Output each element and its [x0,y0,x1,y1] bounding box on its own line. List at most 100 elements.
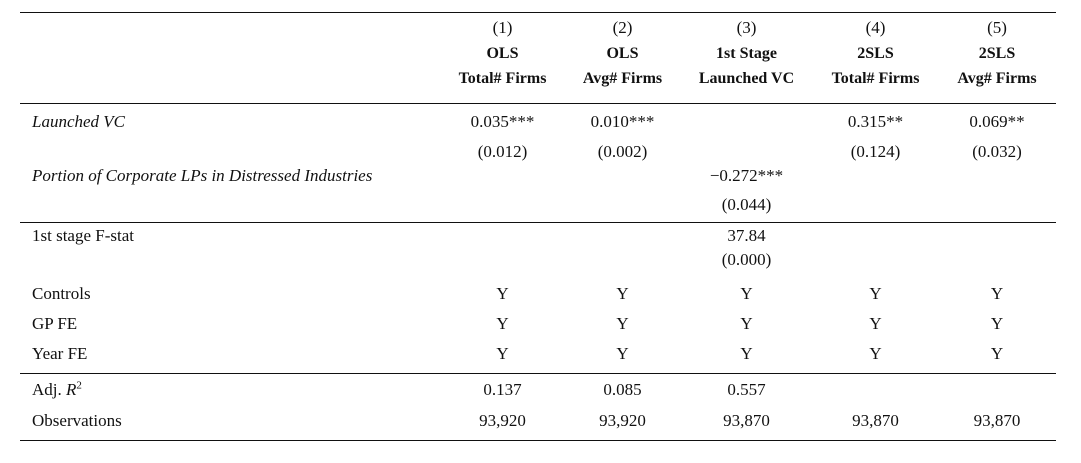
adj-r2-value [938,374,1056,406]
method-row: OLS OLS 1st Stage 2SLS 2SLS [20,43,1056,65]
launched-vc-coef-row: Launched VC 0.035*** 0.010*** 0.315** 0.… [20,104,1056,140]
standard-error [680,140,813,164]
gp-fe-row: GP FE Y Y Y Y Y [20,309,1056,339]
adj-r2-text: Adj. R [32,380,77,399]
fstat-value [565,223,680,249]
fe-indicator: Y [496,314,509,333]
adj-r2-value [813,374,938,406]
coefficient: 0.069** [969,112,1025,131]
column-dependent: Avg# Firms [582,70,663,87]
standard-error: (0.044) [721,195,772,214]
column-method: OLS [486,45,519,62]
fe-indicator: Y [990,284,1004,303]
fe-indicator: Y [616,314,629,333]
observations-value: 93,920 [599,411,646,430]
observations-value: 93,870 [723,411,770,430]
column-dependent: Total# Firms [831,70,920,87]
variable-label: Portion of Corporate LPs in Distressed I… [32,166,373,185]
fstat-pvalue [813,249,938,271]
launched-vc-se-row: (0.012) (0.002) (0.124) (0.032) [20,140,1056,164]
observations-label: Observations [32,411,122,430]
fstat-value: 37.84 [727,226,766,245]
standard-error: (0.002) [597,142,648,161]
fstat-value [813,223,938,249]
coefficient [813,164,938,188]
section-rule [20,222,1056,223]
coefficient [680,104,813,140]
coefficient: 0.010*** [590,112,655,131]
fstat-pvalue-row: (0.000) [20,249,1056,271]
coefficient: 0.315** [847,112,904,131]
standard-error [813,188,938,222]
fe-label: Year FE [32,344,88,363]
fe-indicator: Y [740,284,753,303]
adj-r2-value: 0.557 [727,380,766,399]
portion-se-row: (0.044) [20,188,1056,222]
standard-error: (0.032) [972,142,1022,161]
column-number: (4) [865,18,886,37]
bottom-rule [20,440,1056,441]
controls-row: Controls Y Y Y Y Y [20,279,1056,309]
header-table: (1) (2) (3) (4) (5) OLS OLS 1st Stage 2S… [20,13,1056,93]
column-dependent: Avg# Firms [957,70,1037,87]
adj-r2-value: 0.085 [603,380,642,399]
fe-indicator: Y [616,284,629,303]
header-rule [20,103,1056,104]
coefficient: 0.035*** [470,112,535,131]
fe-indicator: Y [869,284,882,303]
observations-row: Observations 93,920 93,920 93,870 93,870… [20,406,1056,436]
fe-label: Controls [32,284,91,303]
fe-indicator: Y [869,314,882,333]
observations-value: 93,870 [973,411,1021,430]
coefficient [938,164,1056,188]
adj-r2-label: Adj. R2 [20,374,440,406]
column-method: 2SLS [978,45,1016,62]
fstat-value [440,223,565,249]
stats-rule [20,373,1056,374]
column-method: 1st Stage [716,45,777,62]
column-dependent: Launched VC [698,70,795,87]
column-number: (2) [612,18,633,37]
coefficients-table: Launched VC 0.035*** 0.010*** 0.315** 0.… [20,104,1056,222]
portion-coef-row: Portion of Corporate LPs in Distressed I… [20,164,1056,188]
fe-indicator: Y [740,314,753,333]
top-rule [20,12,1056,13]
coefficient [565,164,680,188]
fe-indicator: Y [990,344,1004,363]
column-number: (3) [736,18,757,37]
adj-r2-row: Adj. R2 0.137 0.085 0.557 [20,374,1056,406]
dependent-variable-row: Total# Firms Avg# Firms Launched VC Tota… [20,65,1056,93]
regression-table: (1) (2) (3) (4) (5) OLS OLS 1st Stage 2S… [20,12,1056,441]
stats-table: Adj. R2 0.137 0.085 0.557 Observations 9… [20,374,1056,436]
observations-value: 93,870 [852,411,899,430]
standard-error [565,188,680,222]
column-number: (5) [987,18,1007,37]
standard-error: (0.012) [477,142,528,161]
coefficient: −0.272*** [709,166,784,185]
fe-indicator: Y [740,344,753,363]
column-dependent: Total# Firms [458,70,547,87]
fstat-label: 1st stage F-stat [32,226,134,245]
fe-indicator: Y [990,314,1004,333]
diagnostics-table: 1st stage F-stat 37.84 (0.000) Controls … [20,223,1056,369]
standard-error [938,188,1056,222]
variable-label: Launched VC [32,112,126,131]
fe-indicator: Y [496,284,509,303]
fstat-pvalue [938,249,1056,271]
coefficient [440,164,565,188]
adj-r2-value: 0.137 [483,380,522,399]
observations-value: 93,920 [479,411,526,430]
column-number-row: (1) (2) (3) (4) (5) [20,13,1056,43]
year-fe-row: Year FE Y Y Y Y Y [20,339,1056,369]
fstat-pvalue: (0.000) [721,250,772,269]
standard-error: (0.124) [850,142,901,161]
column-number: (1) [492,18,513,37]
adj-r2-superscript: 2 [76,379,82,392]
fe-indicator: Y [616,344,629,363]
fstat-pvalue [440,249,565,271]
standard-error [440,188,565,222]
fstat-value [938,223,1056,249]
fe-indicator: Y [869,344,882,363]
fstat-pvalue [565,249,680,271]
column-method: 2SLS [857,45,894,62]
